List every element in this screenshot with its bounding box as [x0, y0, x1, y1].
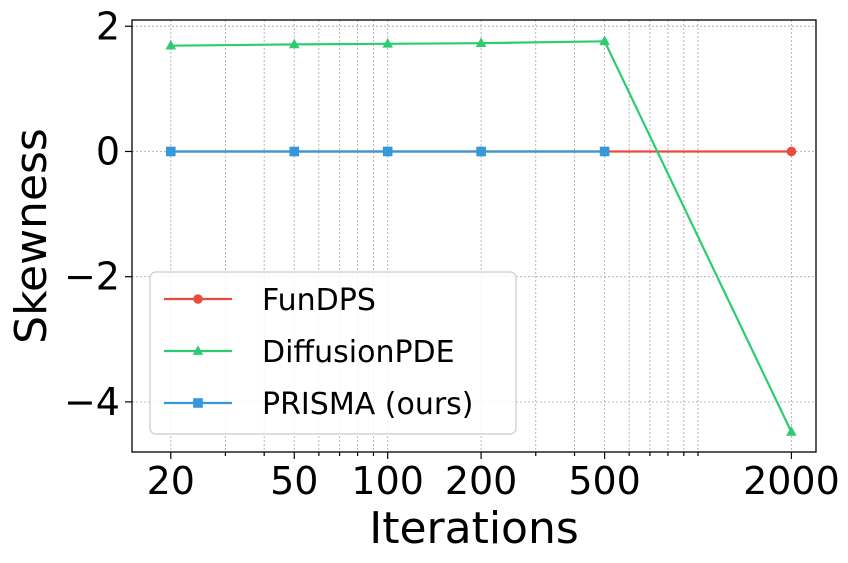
x-axis-label: Iterations [369, 503, 579, 554]
x-tick-label: 200 [445, 459, 518, 503]
legend-marker [192, 345, 204, 355]
legend-item: FunDPS [164, 283, 376, 318]
legend-box [149, 271, 517, 435]
data-point [288, 38, 300, 49]
data-point [382, 146, 393, 157]
series-layer [165, 35, 797, 436]
y-tick-label: −2 [64, 255, 120, 299]
x-tick-label: 2000 [743, 459, 840, 503]
legend-item: DiffusionPDE [164, 335, 455, 370]
data-point [165, 39, 177, 50]
legend: FunDPS DiffusionPDE PRISMA (ours) [149, 271, 517, 435]
plot-frame [131, 19, 817, 453]
y-axis-label: Skewness [6, 128, 57, 344]
x-tick-label: 100 [351, 459, 424, 503]
y-tick-label: −4 [64, 380, 120, 424]
series-1 [165, 35, 797, 436]
data-point [786, 146, 797, 157]
data-point [382, 38, 393, 48]
legend-label: PRISMA (ours) [262, 387, 474, 422]
data-point [599, 35, 610, 46]
legend-label: DiffusionPDE [262, 335, 455, 370]
data-point [475, 37, 487, 48]
data-point [786, 426, 797, 436]
legend-label: FunDPS [262, 283, 376, 318]
series-line [170, 40, 793, 433]
legend-marker [193, 294, 203, 304]
data-point [165, 146, 176, 157]
data-point [476, 146, 486, 157]
y-tick-label: 2 [96, 4, 120, 48]
x-tick-label: 500 [568, 459, 641, 503]
legend-marker [193, 398, 203, 408]
x-tick-label: 50 [270, 459, 318, 503]
data-point [599, 146, 610, 157]
legend-item: PRISMA (ours) [164, 387, 474, 422]
x-tick-label: 20 [147, 459, 195, 503]
series-2 [165, 146, 610, 157]
data-point [289, 146, 300, 157]
y-tick-label: 0 [96, 129, 120, 173]
